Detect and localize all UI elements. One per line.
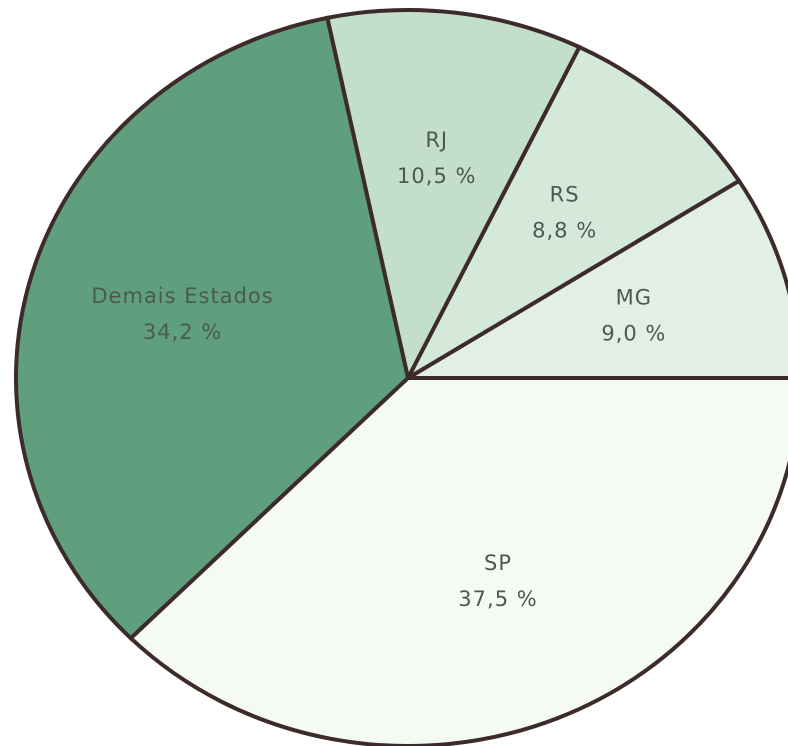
slice-label: Demais Estados bbox=[91, 284, 273, 308]
pie-slice bbox=[400, 178, 788, 380]
slice-value-label: 9,0 % bbox=[601, 321, 666, 345]
pie-slice bbox=[403, 44, 742, 384]
pie-slice bbox=[324, 8, 583, 384]
slice-label: RJ bbox=[425, 128, 448, 152]
pie-slice bbox=[14, 15, 411, 641]
slice-value-label: 37,5 % bbox=[458, 587, 537, 611]
slice-label: MG bbox=[616, 285, 652, 309]
slice-label: RS bbox=[550, 182, 580, 206]
pie-slice bbox=[127, 376, 788, 746]
slice-label: SP bbox=[484, 551, 512, 575]
slice-value-label: 34,2 % bbox=[143, 320, 222, 344]
slice-value-label: 10,5 % bbox=[397, 164, 476, 188]
slice-value-label: 8,8 % bbox=[532, 218, 597, 242]
